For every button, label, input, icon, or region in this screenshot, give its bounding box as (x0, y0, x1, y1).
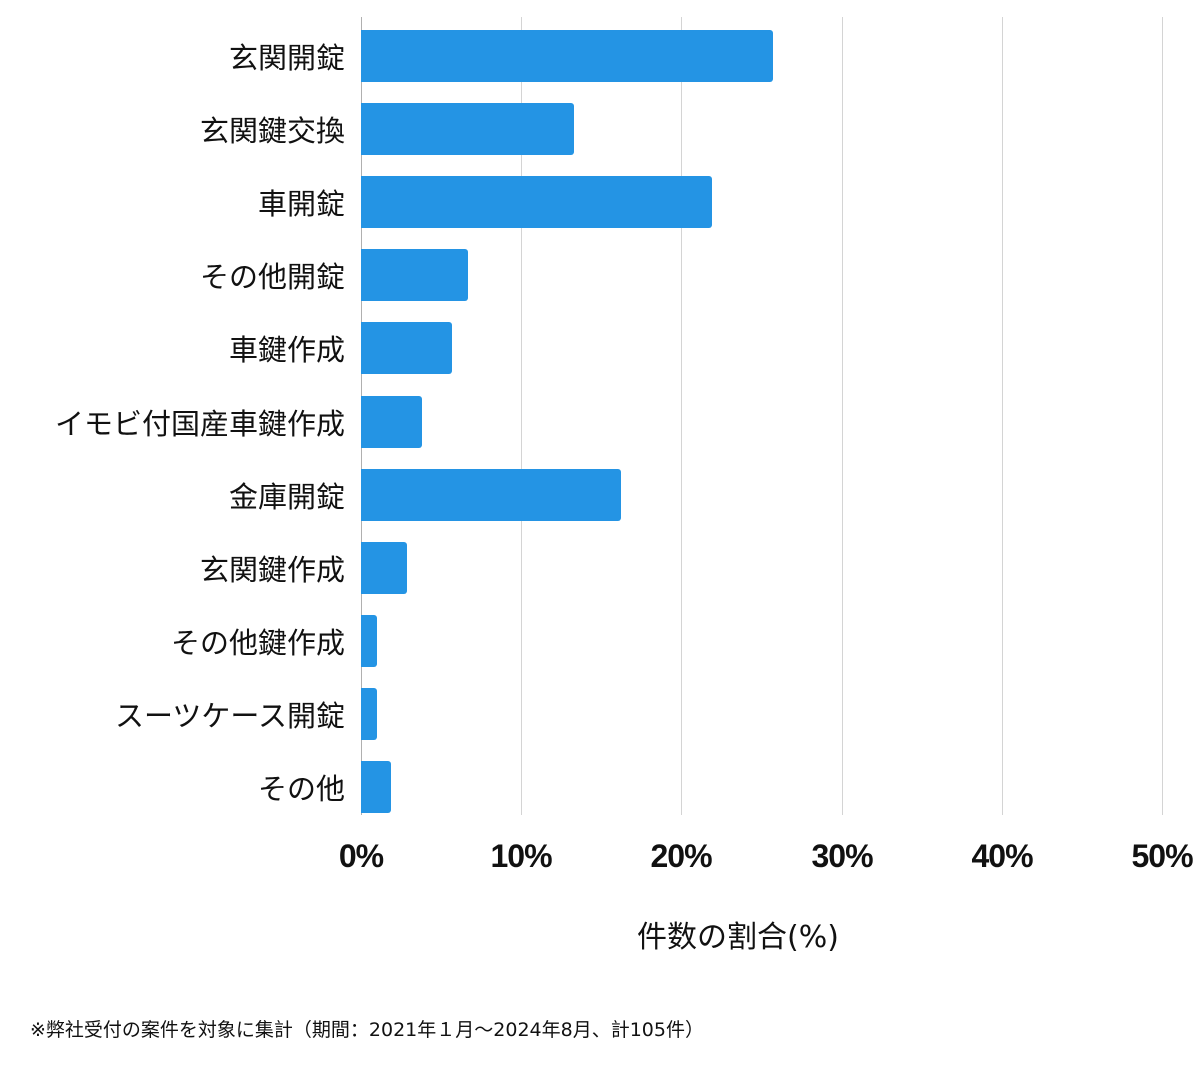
category-label: 玄関鍵交換 (199, 114, 345, 148)
bar (361, 615, 377, 667)
bar (361, 396, 422, 448)
x-tick-label: 10% (490, 838, 552, 874)
bar (361, 249, 468, 301)
category-label: その他鍵作成 (170, 626, 345, 660)
bar (361, 322, 452, 374)
gridline (521, 17, 522, 815)
bar (361, 542, 407, 594)
x-tick-label: 50% (1131, 838, 1193, 874)
bar (361, 469, 621, 521)
category-label: その他 (257, 772, 345, 806)
category-label: イモビ付国産車鍵作成 (54, 407, 345, 441)
x-tick-label: 20% (650, 838, 712, 874)
gridline (1002, 17, 1003, 815)
bar (361, 761, 391, 813)
category-label: 玄関鍵作成 (199, 553, 345, 587)
category-label: 玄関開錠 (228, 41, 345, 75)
bar (361, 688, 377, 740)
bar (361, 30, 773, 82)
category-label: 車開錠 (257, 187, 345, 221)
bar (361, 103, 574, 155)
footnote: ※弊社受付の案件を対象に集計（期間：2021年１月～2024年8月、計105件） (30, 1019, 704, 1041)
gridline (842, 17, 843, 815)
category-label: 金庫開錠 (228, 480, 345, 514)
bar (361, 176, 712, 228)
x-tick-label: 0% (338, 838, 384, 874)
gridline (1162, 17, 1163, 815)
category-label: 車鍵作成 (228, 333, 345, 367)
category-label: スーツケース開錠 (115, 699, 345, 733)
x-tick-label: 30% (811, 838, 873, 874)
category-label: その他開錠 (199, 260, 345, 294)
gridline (681, 17, 682, 815)
x-axis-title: 件数の割合(%) (637, 920, 839, 955)
x-tick-label: 40% (971, 838, 1033, 874)
